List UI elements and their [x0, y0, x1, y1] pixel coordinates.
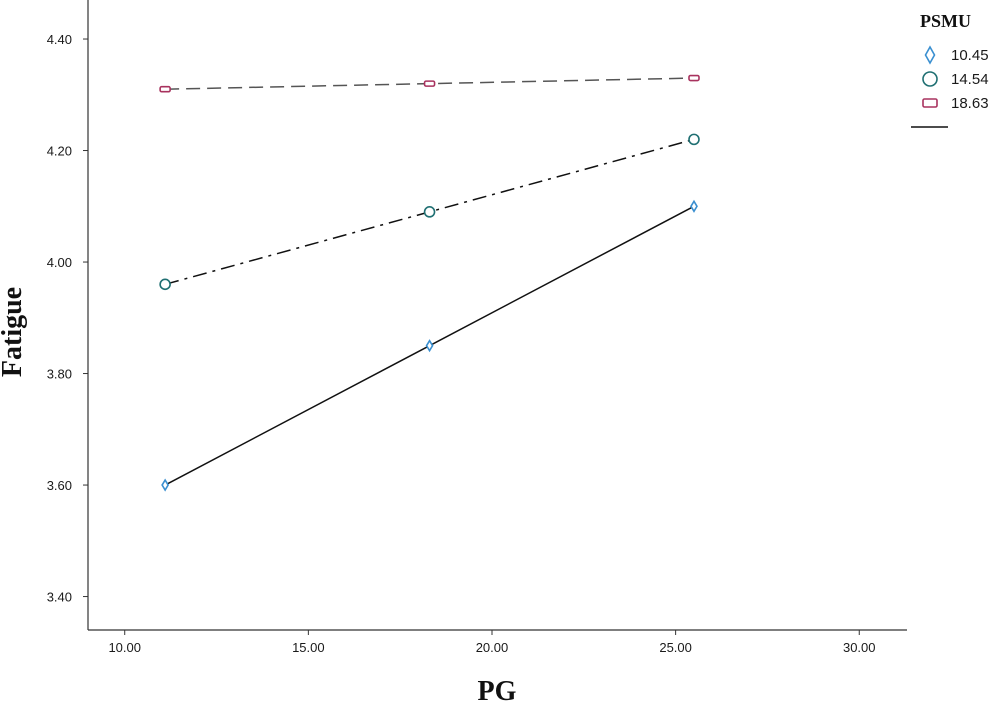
y-axis-title: Fatigue — [0, 287, 28, 377]
data-point-diamond — [425, 339, 434, 353]
legend-label: 14.54 — [951, 71, 989, 88]
data-point-square — [423, 80, 436, 87]
legend-marker-circle — [922, 71, 938, 87]
data-point-square — [159, 85, 171, 93]
y-axis-ticks: 3.40 3.60 3.80 4.00 4.20 4.40 — [47, 32, 88, 605]
x-tick-label: 25.00 — [659, 640, 692, 655]
x-tick-label: 30.00 — [843, 640, 876, 655]
data-point-circle — [688, 133, 700, 146]
legend-marker-diamond — [924, 45, 936, 65]
legend-title: PSMU — [920, 11, 971, 31]
y-tick-label: 3.80 — [47, 367, 72, 382]
series-markers — [159, 74, 700, 492]
y-tick-label: 3.40 — [47, 590, 72, 605]
x-axis-ticks: 10.00 15.00 20.00 25.00 30.00 — [108, 630, 876, 655]
x-axis-title: PG — [478, 676, 517, 705]
x-tick-label: 15.00 — [292, 640, 325, 655]
legend-label: 18.63 — [951, 95, 989, 112]
series-lines — [164, 77, 695, 486]
data-point-circle — [159, 278, 171, 291]
axes — [87, 0, 907, 631]
legend-label: 10.45 — [951, 47, 989, 64]
y-tick-label: 4.00 — [47, 255, 72, 270]
legend-marker-square — [922, 98, 938, 108]
x-tick-label: 20.00 — [476, 640, 509, 655]
y-tick-label: 3.60 — [47, 478, 72, 493]
data-point-square — [688, 74, 700, 82]
y-tick-label: 4.20 — [47, 144, 72, 159]
y-tick-label: 4.40 — [47, 32, 72, 47]
legend: PSMU 10.45 14.54 18.63 — [911, 11, 989, 128]
data-point-diamond — [690, 199, 698, 213]
x-tick-label: 10.00 — [108, 640, 141, 655]
data-point-diamond — [161, 478, 170, 492]
data-point-circle — [423, 206, 436, 218]
